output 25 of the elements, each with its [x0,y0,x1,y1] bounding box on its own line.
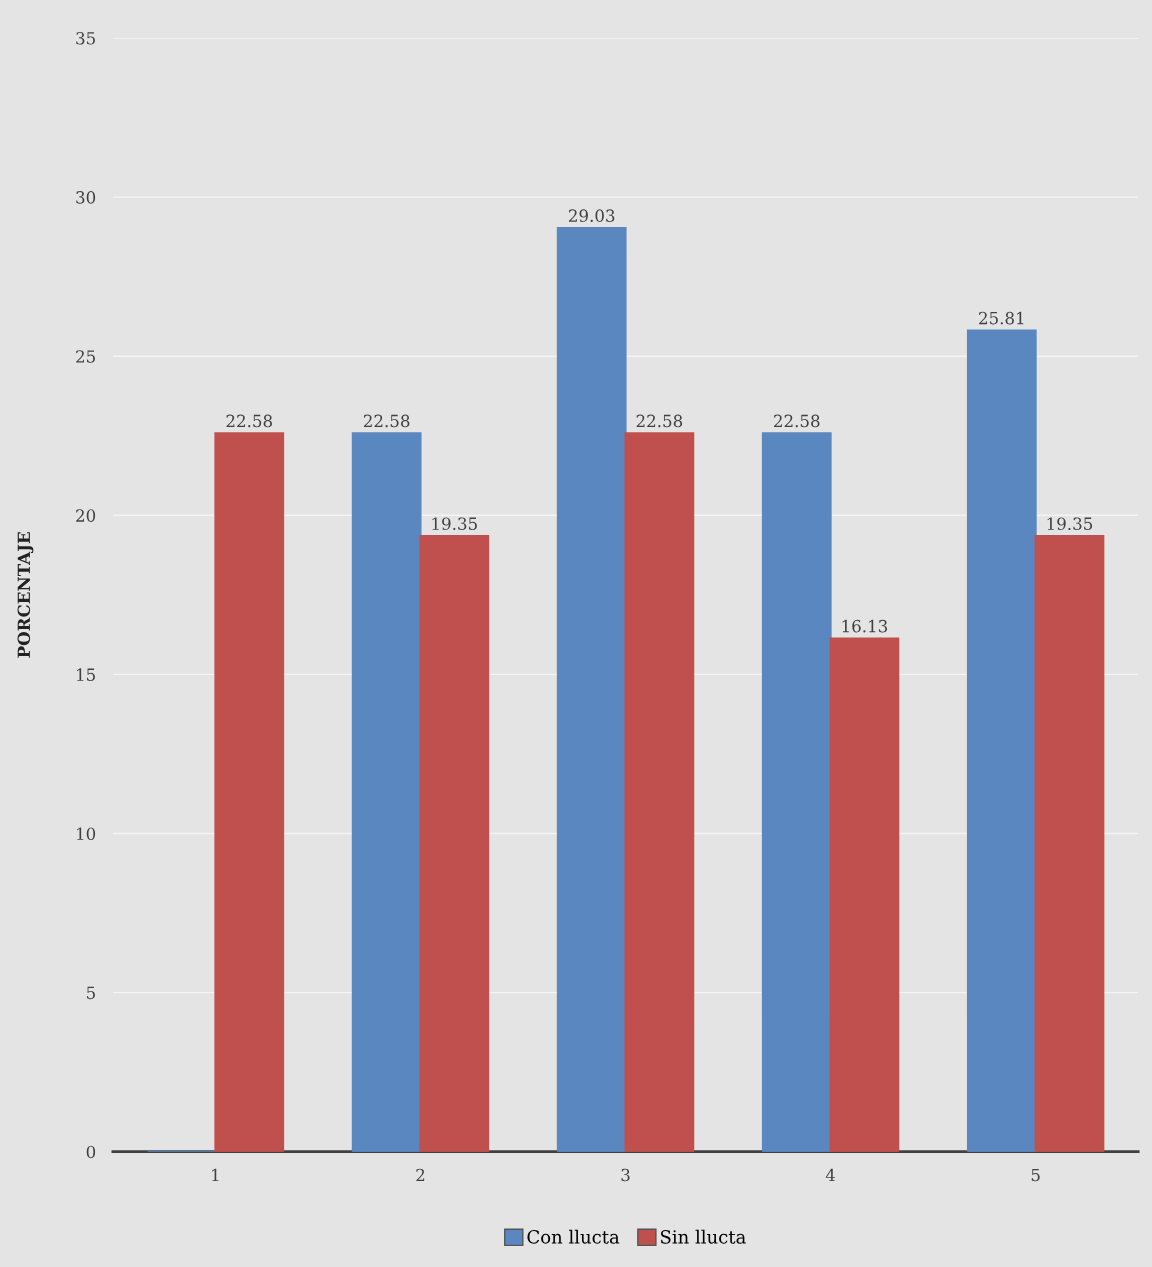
data-label: 22.58 [363,414,410,428]
data-label: 22.58 [636,414,683,428]
data-label: 19.35 [432,517,477,530]
data-label: 29.03 [568,209,615,222]
y-axis-title: PORCENTAJE [17,532,34,658]
x-tick-label: 3 [621,1168,630,1182]
y-tick-label: 15 [77,668,95,681]
y-tick-label: 20 [76,509,96,522]
legend-label: Con llucta [527,1229,620,1244]
y-tick-label: 25 [76,350,95,363]
data-label: 19.35 [1047,517,1093,530]
data-label: 22.58 [774,414,820,428]
data-label: 22.58 [226,414,272,428]
x-tick-label: 5 [1031,1168,1040,1182]
y-tick-label: 5 [87,986,95,1000]
y-tick-label: 10 [77,827,96,841]
y-tick-label: 30 [76,191,96,204]
data-label: 25.81 [979,311,1024,325]
x-tick-label: 4 [825,1168,836,1182]
data-label: 16.13 [842,619,888,633]
y-tick-label: 35 [76,31,95,45]
y-tick-label: 0 [86,1145,96,1159]
legend-label: Sin llucta [661,1229,746,1244]
x-tick-label: 2 [416,1168,425,1182]
x-tick-label: 1 [212,1168,219,1182]
